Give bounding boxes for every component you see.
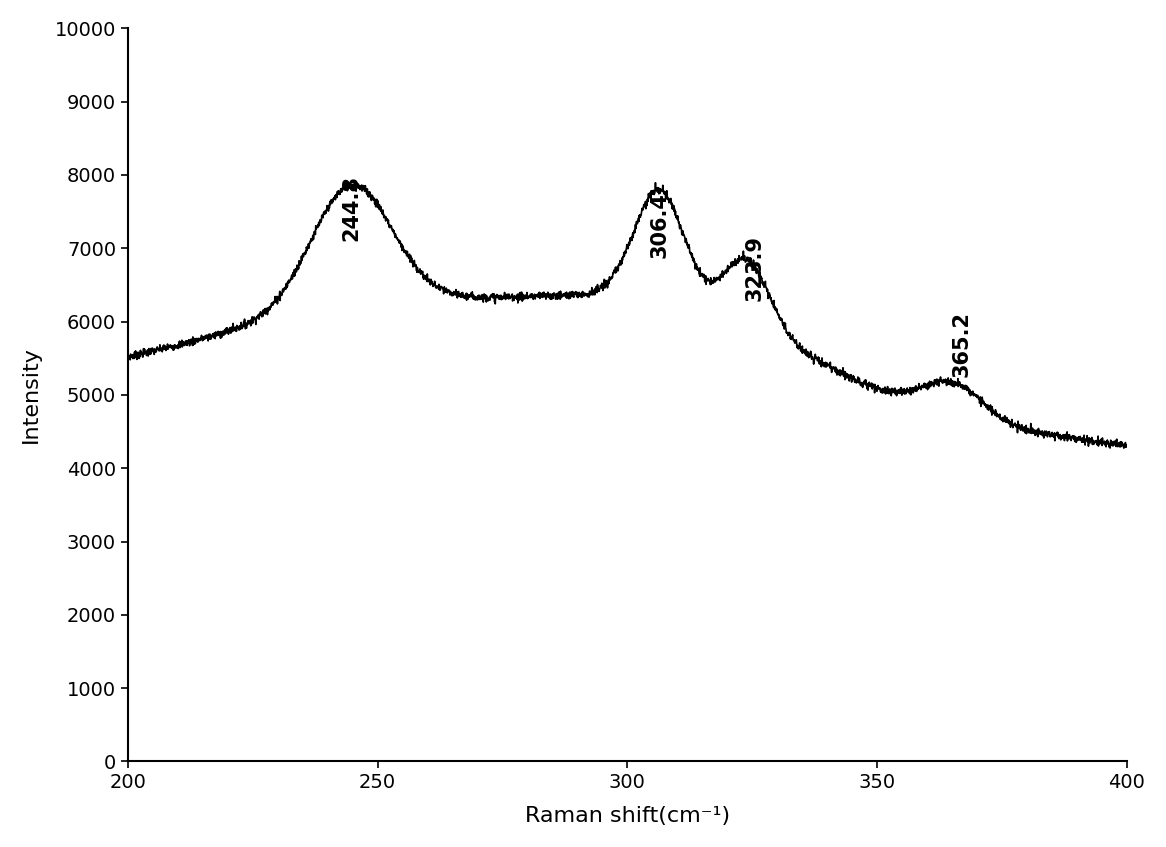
- Y-axis label: Intensity: Intensity: [21, 346, 41, 443]
- Text: 306.4: 306.4: [649, 192, 669, 257]
- X-axis label: Raman shift(cm⁻¹): Raman shift(cm⁻¹): [525, 806, 730, 826]
- Text: 244.8: 244.8: [342, 175, 361, 241]
- Text: 365.2: 365.2: [951, 311, 972, 377]
- Text: 323.9: 323.9: [745, 235, 765, 301]
